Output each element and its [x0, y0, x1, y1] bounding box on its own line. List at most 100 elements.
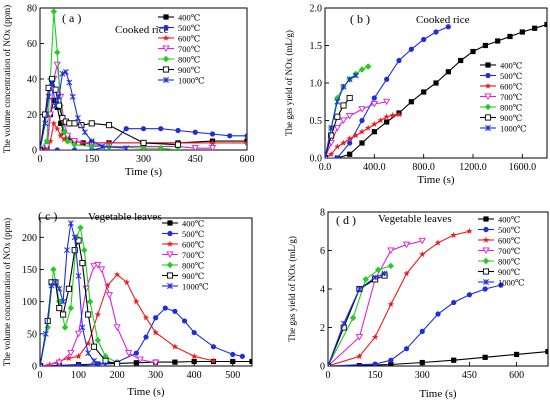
data-point — [355, 334, 364, 341]
panel-d: 0 150 300 450 600 0 2 4 6 8 Time (s) The gas yield … — [287, 208, 549, 400]
data-point — [495, 38, 501, 44]
data-point — [358, 66, 366, 73]
series-line-0 — [328, 351, 548, 366]
series-line-1 — [40, 128, 247, 150]
data-point — [40, 363, 43, 366]
legend-marker — [485, 72, 491, 79]
data-point — [75, 362, 82, 366]
data-point — [466, 227, 473, 234]
data-point — [57, 132, 64, 139]
data-point — [51, 97, 57, 103]
legend-marker — [163, 14, 169, 20]
data-point — [85, 350, 92, 357]
y-tick-label: 60 — [27, 39, 37, 50]
data-point — [334, 143, 341, 150]
legend-entry: 1000℃ — [178, 76, 205, 86]
data-point — [98, 266, 106, 274]
data-point — [105, 292, 114, 299]
x-tick-label: 0 — [326, 370, 331, 381]
data-point — [370, 100, 378, 108]
data-point — [50, 119, 58, 127]
data-point — [359, 140, 365, 146]
x-tick-label: 300 — [148, 370, 163, 381]
y-tick-label: 2.0 — [310, 4, 323, 15]
x-axis-label: Time (s) — [127, 386, 165, 398]
y-tick-label: 1.0 — [310, 79, 323, 90]
x-tick-label: 600 — [240, 154, 255, 165]
y-tick-label: 50 — [27, 329, 37, 340]
data-point — [433, 29, 439, 35]
data-point — [482, 42, 488, 49]
data-point — [73, 234, 80, 241]
data-point — [90, 343, 98, 350]
legend-marker — [167, 220, 173, 226]
data-point — [75, 272, 82, 279]
legend-marker — [162, 55, 170, 63]
data-point — [445, 24, 451, 30]
y-tick-label: 100 — [22, 297, 37, 308]
legend-entry: 700℃ — [182, 250, 204, 260]
series-line-0 — [40, 360, 252, 366]
data-point — [75, 237, 82, 244]
x-axis-label: Time (s) — [419, 388, 457, 400]
data-point — [62, 68, 69, 75]
data-point — [81, 129, 88, 136]
x-axis-label: Time (s) — [417, 174, 455, 186]
data-point — [421, 36, 427, 43]
legend-marker — [484, 103, 492, 111]
legend-entry: 1000℃ — [498, 278, 525, 288]
series-layer — [40, 220, 252, 366]
legend-marker — [162, 66, 170, 73]
data-point — [140, 139, 147, 146]
data-point — [339, 117, 348, 125]
data-point — [114, 361, 121, 366]
data-point — [358, 106, 366, 113]
x-tick-label: 800.0 — [412, 162, 435, 173]
series-line-3 — [328, 240, 423, 366]
data-point — [54, 147, 60, 150]
x-tick-label: 450 — [462, 370, 477, 381]
data-point — [42, 120, 49, 127]
data-point — [65, 354, 73, 362]
data-point — [470, 48, 476, 55]
data-point — [191, 329, 197, 336]
data-point — [208, 145, 217, 150]
data-point — [498, 282, 504, 288]
data-point — [75, 352, 82, 360]
data-point — [54, 49, 61, 56]
data-point — [59, 70, 66, 77]
data-point — [334, 98, 341, 105]
data-point — [371, 120, 378, 127]
plot-frame — [39, 217, 253, 367]
data-point — [328, 125, 335, 131]
data-point — [52, 102, 59, 109]
data-point — [55, 102, 63, 109]
data-point — [372, 274, 379, 281]
legend-entry: 900℃ — [178, 65, 200, 75]
data-point — [340, 102, 347, 109]
data-point — [387, 262, 395, 270]
legend-entry: 600℃ — [498, 236, 520, 246]
data-point — [49, 79, 56, 86]
y-tick-label: 8 — [320, 208, 325, 219]
data-point — [88, 120, 95, 127]
data-point — [371, 95, 377, 101]
legend-marker — [485, 125, 491, 131]
legend-entry: 800℃ — [498, 257, 520, 267]
data-point — [346, 112, 354, 120]
data-point — [63, 132, 72, 140]
data-point — [42, 330, 49, 337]
data-point — [66, 79, 73, 86]
panel-label: ( b ) — [350, 12, 370, 26]
data-point — [230, 351, 236, 358]
y-axis-label: The gas yield of NOx (mL/g) — [287, 236, 297, 342]
data-point — [85, 311, 92, 318]
data-point — [157, 145, 164, 150]
data-point — [466, 292, 473, 298]
data-point — [384, 119, 390, 125]
data-point — [340, 320, 347, 327]
series-line-4 — [328, 265, 392, 366]
